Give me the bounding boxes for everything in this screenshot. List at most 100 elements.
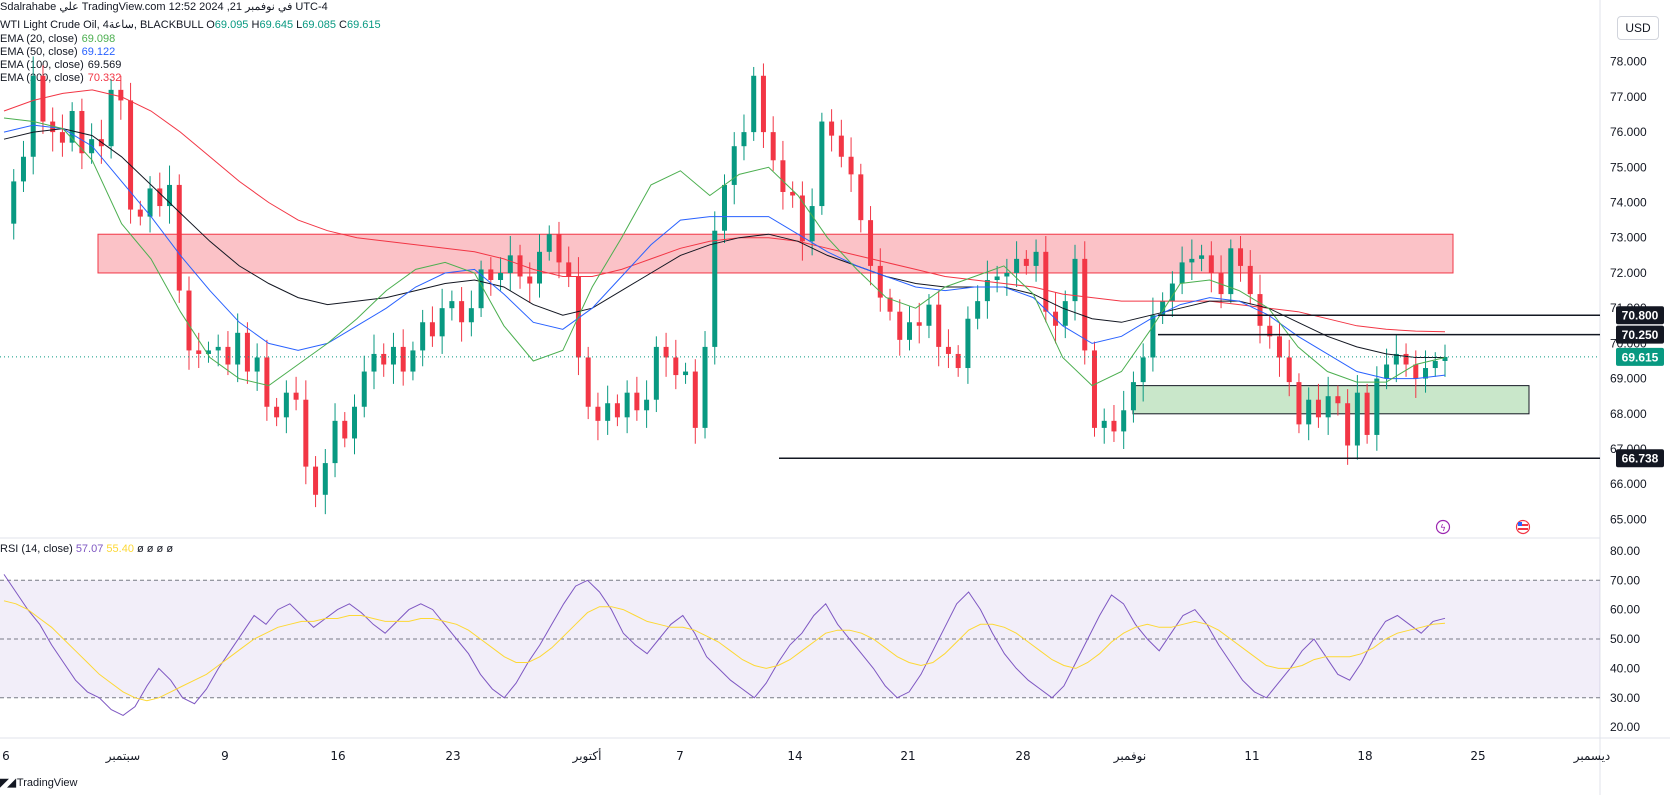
candle-body[interactable] bbox=[332, 420, 338, 464]
symbol-legend[interactable]: WTI Light Crude Oil, 4ساعة, BLACKBULL O6… bbox=[0, 19, 381, 32]
candle-body[interactable] bbox=[829, 121, 835, 136]
candle-body[interactable] bbox=[1267, 325, 1273, 337]
candle-body[interactable] bbox=[624, 392, 630, 418]
candle-body[interactable] bbox=[1423, 368, 1429, 379]
candle-body[interactable] bbox=[400, 346, 406, 372]
candle-body[interactable] bbox=[1169, 283, 1175, 302]
candle-body[interactable] bbox=[1062, 301, 1068, 326]
candle-body[interactable] bbox=[887, 297, 893, 312]
candle-body[interactable] bbox=[1189, 258, 1195, 263]
candle-body[interactable] bbox=[1121, 410, 1127, 432]
candle-body[interactable] bbox=[897, 311, 903, 340]
resistance-zone[interactable] bbox=[97, 233, 1454, 274]
candle-body[interactable] bbox=[264, 357, 270, 407]
candle-body[interactable] bbox=[322, 463, 328, 495]
candle-body[interactable] bbox=[1286, 357, 1292, 383]
candle-body[interactable] bbox=[1432, 360, 1438, 369]
candle-body[interactable] bbox=[59, 132, 65, 143]
candle-body[interactable] bbox=[1276, 336, 1282, 358]
candle-body[interactable] bbox=[809, 206, 815, 242]
candle-body[interactable] bbox=[1364, 392, 1370, 435]
candle-body[interactable] bbox=[274, 406, 280, 418]
candle-body[interactable] bbox=[1218, 272, 1224, 295]
candle-body[interactable] bbox=[1208, 255, 1214, 273]
candle-body[interactable] bbox=[1403, 353, 1409, 365]
candle-body[interactable] bbox=[390, 346, 396, 365]
candle-body[interactable] bbox=[449, 301, 455, 309]
candle-body[interactable] bbox=[984, 280, 990, 302]
tradingview-logo[interactable]: ◤◢ TradingView bbox=[0, 777, 78, 789]
candle-body[interactable] bbox=[488, 269, 494, 280]
candle-body[interactable] bbox=[20, 156, 26, 182]
ema20-line[interactable] bbox=[3, 117, 1446, 387]
candle-body[interactable] bbox=[673, 357, 679, 376]
candle-body[interactable] bbox=[751, 75, 757, 133]
candle-body[interactable] bbox=[1296, 382, 1302, 425]
currency-button[interactable]: USD bbox=[1617, 16, 1659, 40]
candle-body[interactable] bbox=[1111, 420, 1117, 432]
candle-body[interactable] bbox=[128, 100, 134, 210]
candle-body[interactable] bbox=[1238, 248, 1244, 266]
candle-body[interactable] bbox=[1130, 382, 1136, 411]
candle-body[interactable] bbox=[1014, 258, 1020, 273]
candle-body[interactable] bbox=[975, 301, 981, 319]
candle-body[interactable] bbox=[537, 251, 543, 284]
candle-body[interactable] bbox=[1315, 399, 1321, 418]
candle-body[interactable] bbox=[30, 75, 36, 157]
candle-body[interactable] bbox=[965, 318, 971, 369]
candle-body[interactable] bbox=[293, 392, 299, 400]
indicator-ema50[interactable]: EMA (50, close) 69.122 bbox=[0, 46, 116, 58]
candle-body[interactable] bbox=[254, 357, 260, 372]
candle-body[interactable] bbox=[215, 346, 221, 351]
candle-body[interactable] bbox=[790, 191, 796, 196]
candle-body[interactable] bbox=[420, 322, 426, 351]
candle-body[interactable] bbox=[936, 304, 942, 347]
candle-body[interactable] bbox=[1043, 251, 1049, 312]
candle-body[interactable] bbox=[225, 346, 231, 365]
candle-body[interactable] bbox=[1072, 258, 1078, 302]
lightning-event-icon[interactable]: ϟ bbox=[1435, 519, 1451, 535]
candle-body[interactable] bbox=[906, 322, 912, 340]
candle-body[interactable] bbox=[722, 184, 727, 231]
indicator-ema100[interactable]: EMA (100, close) 69.569 bbox=[0, 59, 122, 71]
candle-body[interactable] bbox=[585, 357, 591, 407]
candle-body[interactable] bbox=[303, 399, 309, 467]
candle-body[interactable] bbox=[235, 332, 241, 365]
candle-body[interactable] bbox=[361, 371, 367, 407]
candle-body[interactable] bbox=[780, 160, 786, 192]
rsi-ma-line[interactable] bbox=[3, 600, 1446, 702]
candle-body[interactable] bbox=[459, 301, 465, 323]
candle-body[interactable] bbox=[507, 255, 513, 273]
rsi-line[interactable] bbox=[3, 574, 1446, 716]
candle-body[interactable] bbox=[614, 403, 620, 418]
candle-body[interactable] bbox=[556, 234, 562, 263]
candle-body[interactable] bbox=[478, 269, 484, 309]
candle-body[interactable] bbox=[692, 371, 698, 428]
candle-body[interactable] bbox=[770, 132, 776, 161]
price-label-box[interactable] bbox=[1616, 306, 1664, 325]
candle-body[interactable] bbox=[342, 420, 348, 439]
candle-body[interactable] bbox=[926, 304, 932, 326]
candle-body[interactable] bbox=[644, 399, 650, 411]
candle-body[interactable] bbox=[1325, 396, 1331, 418]
candle-body[interactable] bbox=[1306, 399, 1312, 425]
candle-body[interactable] bbox=[79, 110, 85, 154]
price-label-box[interactable] bbox=[1616, 325, 1664, 344]
candle-body[interactable] bbox=[429, 322, 435, 337]
candle-body[interactable] bbox=[517, 255, 523, 277]
candle-body[interactable] bbox=[1354, 392, 1360, 446]
rsi-legend[interactable]: RSI (14, close) 57.07 55.40 ø ø ø ø bbox=[0, 543, 174, 555]
candle-body[interactable] bbox=[1257, 294, 1263, 326]
candle-body[interactable] bbox=[1091, 350, 1097, 428]
candle-body[interactable] bbox=[283, 392, 289, 418]
ema100-line[interactable] bbox=[3, 128, 1445, 358]
price-label-box[interactable] bbox=[1616, 347, 1664, 366]
candle-body[interactable] bbox=[683, 371, 689, 376]
ema200-line[interactable] bbox=[3, 89, 1446, 333]
ema50-line[interactable] bbox=[3, 124, 1446, 380]
candle-body[interactable] bbox=[186, 290, 192, 351]
candle-body[interactable] bbox=[1140, 357, 1146, 383]
candle-body[interactable] bbox=[69, 110, 75, 143]
candle-body[interactable] bbox=[760, 75, 766, 133]
candle-body[interactable] bbox=[1101, 420, 1107, 428]
